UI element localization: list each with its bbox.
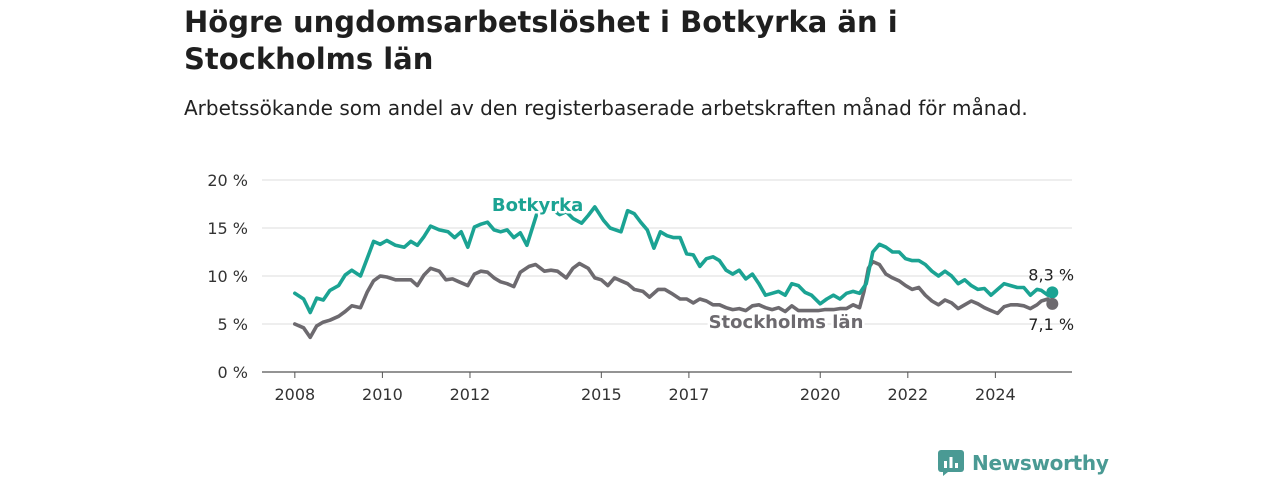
series-end-dot-botkyrka [1046, 286, 1059, 299]
series-end-dot-stockholms-lan [1046, 297, 1059, 310]
series-end-label-botkyrka: 8,3 % [1028, 265, 1074, 284]
x-tick-label: 2010 [362, 385, 403, 404]
line-chart: 0 % 5 % 10 % 15 % 20 % 2008 2010 2012 2015 2017 20… [207, 171, 1074, 404]
x-tick-label: 2020 [800, 385, 841, 404]
x-tick-label: 2012 [450, 385, 491, 404]
x-tick-label: 2015 [581, 385, 622, 404]
y-tick-label: 0 % [218, 363, 248, 382]
x-tick-label: 2017 [669, 385, 710, 404]
y-tick-label: 5 % [218, 315, 248, 334]
y-tick-label: 15 % [207, 219, 248, 238]
series-name-label-botkyrka: Botkyrka [492, 195, 583, 216]
y-tick-label: 10 % [207, 267, 248, 286]
chart-title: Högre ungdomsarbetslöshet i Botkyrka än … [184, 5, 898, 76]
series-line-botkyrka [293, 204, 1055, 315]
x-tick-label: 2008 [274, 385, 315, 404]
brand-name: Newsworthy [972, 451, 1109, 475]
newsworthy-logo-icon [938, 450, 964, 476]
series-end-label-stockholms-lan: 7,1 % [1028, 315, 1074, 334]
x-tick-label: 2022 [887, 385, 928, 404]
y-tick-label: 20 % [207, 171, 248, 190]
brand: Newsworthy [938, 448, 1109, 478]
series-name-label-stockholms-lan: Stockholms län [709, 312, 864, 333]
series-line-stockholms-lan [293, 259, 1055, 340]
chart-subtitle: Arbetssökande som andel av den registerb… [184, 96, 1028, 120]
x-tick-label: 2024 [975, 385, 1016, 404]
